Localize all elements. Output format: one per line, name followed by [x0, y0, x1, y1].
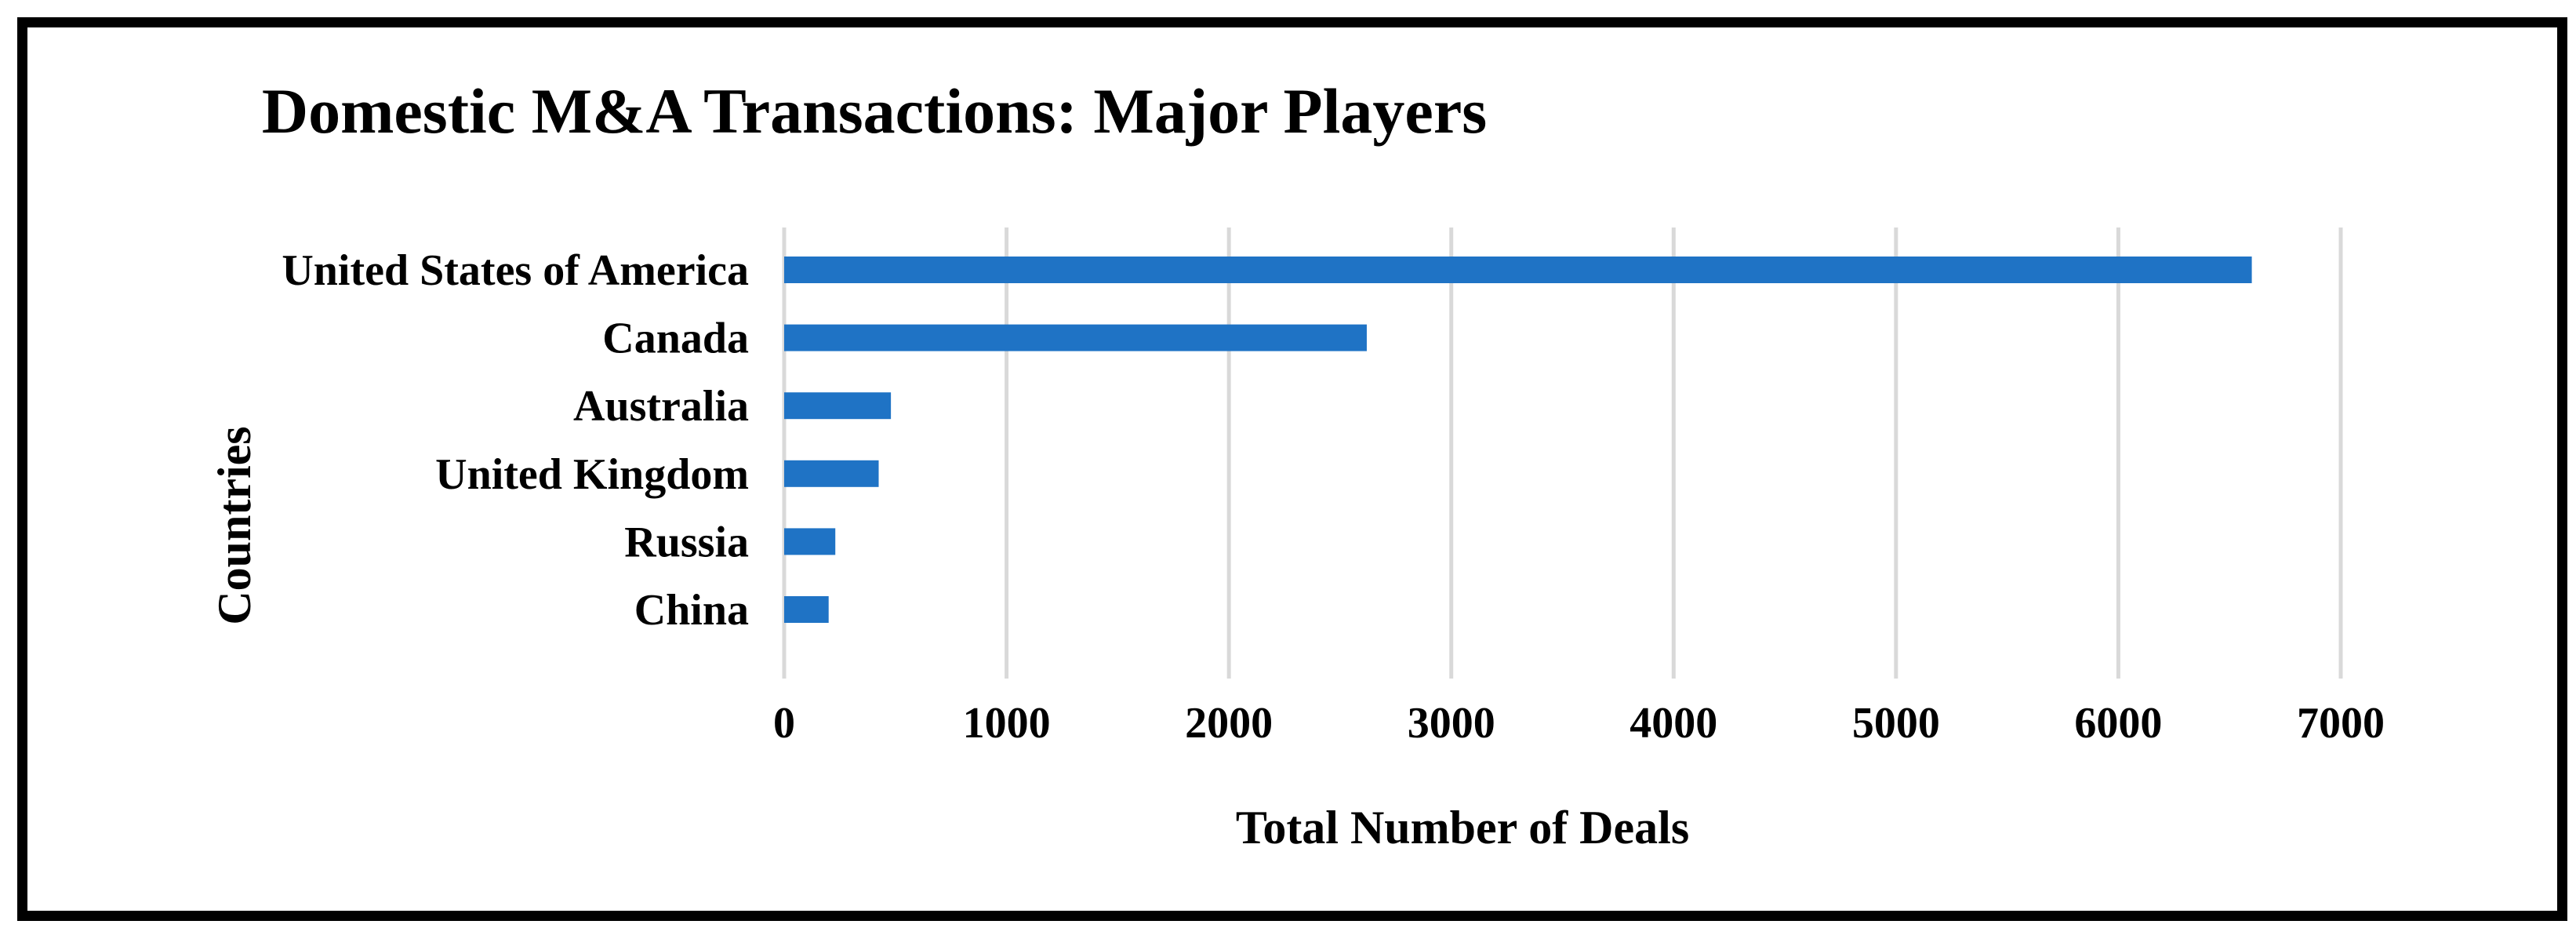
category-label: Canada	[602, 315, 749, 363]
chart-svg: Domestic M&A Transactions: Major Players…	[209, 75, 2385, 853]
x-tick-label: 0	[773, 699, 795, 748]
bar	[784, 596, 829, 623]
x-axis-title: Total Number of Deals	[1236, 802, 1689, 853]
chart-title: Domestic M&A Transactions: Major Players	[262, 75, 1487, 147]
x-tick-label: 6000	[2074, 699, 2162, 748]
chart-frame: Domestic M&A Transactions: Major Players…	[17, 17, 2567, 921]
x-tick-label: 1000	[963, 699, 1051, 748]
bar	[784, 460, 879, 487]
category-label: China	[634, 586, 749, 635]
bar	[784, 528, 836, 555]
bar	[784, 324, 1367, 351]
x-tick-label: 5000	[1852, 699, 1940, 748]
category-label: Russia	[624, 518, 749, 566]
y-axis-title: Countries	[209, 426, 260, 624]
category-label: Australia	[573, 382, 749, 431]
bars	[784, 257, 2252, 623]
x-tick-label: 2000	[1185, 699, 1273, 748]
bar	[784, 392, 892, 420]
bar	[784, 257, 2252, 283]
category-labels: United States of America Canada Australia U…	[282, 246, 749, 635]
x-tick-label: 7000	[2297, 699, 2385, 748]
x-tick-labels: 0 1000 2000 3000 4000 5000 6000 7000	[773, 699, 2385, 748]
category-label: United Kingdom	[435, 450, 749, 499]
x-tick-label: 3000	[1408, 699, 1495, 748]
gridlines	[782, 227, 2343, 679]
x-tick-label: 4000	[1630, 699, 1717, 748]
category-label: United States of America	[282, 246, 749, 295]
